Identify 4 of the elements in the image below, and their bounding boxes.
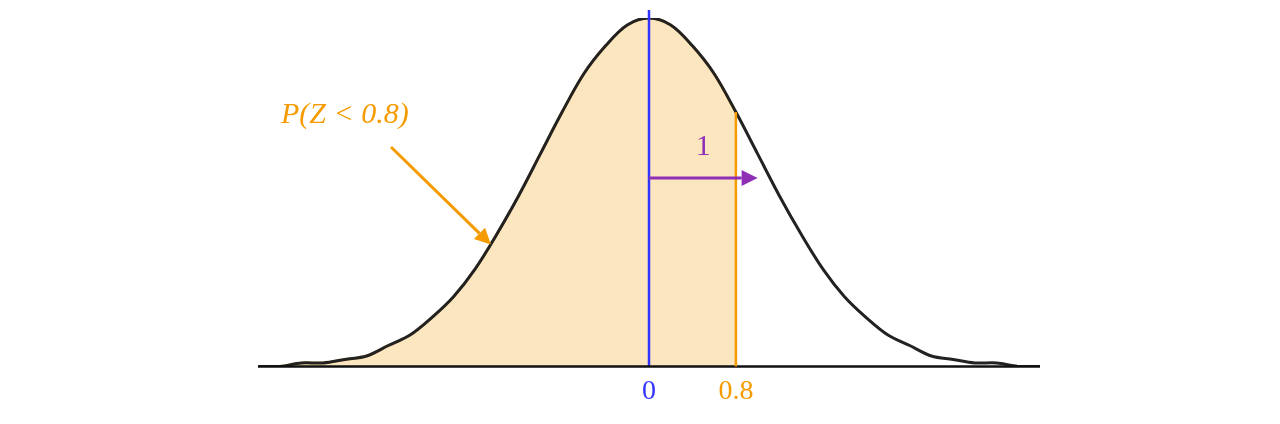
x-tick-label: 0.8 (718, 373, 754, 405)
x-tick-label: 0 (642, 373, 656, 405)
annotation: P(Z < 0.8) (280, 96, 409, 131)
annotation: 1 (695, 127, 711, 161)
